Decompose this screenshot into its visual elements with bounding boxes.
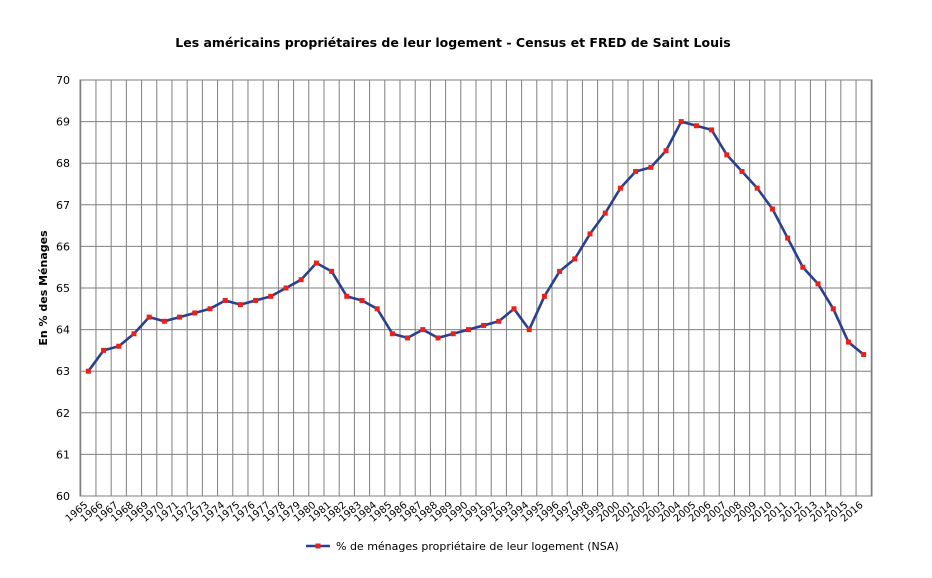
data-point <box>237 302 243 308</box>
data-point <box>192 310 198 316</box>
data-point <box>496 318 502 324</box>
data-point <box>769 206 775 212</box>
data-point <box>572 256 578 262</box>
data-point <box>785 235 791 241</box>
y-tick-label: 68 <box>56 157 70 170</box>
data-point <box>557 268 563 274</box>
data-point <box>815 281 821 287</box>
x-axis-ticks: 1965196619671968196919701971197219731974… <box>64 500 866 525</box>
data-point <box>435 335 441 341</box>
data-point <box>405 335 411 341</box>
grid <box>80 79 872 497</box>
y-tick-label: 70 <box>56 74 70 87</box>
data-point <box>633 169 639 175</box>
data-point <box>389 331 395 337</box>
series-line <box>87 120 865 372</box>
data-point <box>541 293 547 299</box>
series-group <box>85 119 867 374</box>
data-point <box>450 331 456 337</box>
y-tick-label: 63 <box>56 365 70 378</box>
data-point <box>222 297 228 303</box>
y-tick-label: 66 <box>56 240 70 253</box>
y-tick-label: 67 <box>56 199 70 212</box>
data-point <box>131 331 137 337</box>
data-point <box>602 210 608 216</box>
data-point <box>177 314 183 320</box>
data-point <box>298 277 304 283</box>
data-point <box>648 164 654 170</box>
data-point <box>374 306 380 312</box>
data-point <box>739 169 745 175</box>
data-point <box>709 127 715 133</box>
data-point <box>861 352 867 358</box>
data-point <box>161 318 167 324</box>
data-point <box>617 185 623 191</box>
y-axis-ticks: 60 61 62 63 64 65 66 67 68 69 70 <box>56 74 70 503</box>
y-tick-label: 64 <box>56 324 70 337</box>
chart-title: Les américains propriétaires de leur log… <box>175 35 731 50</box>
y-axis-label: En % des Ménages <box>37 230 50 346</box>
data-point <box>359 297 365 303</box>
y-tick-label: 69 <box>56 116 70 129</box>
legend: % de ménages propriétaire de leur logeme… <box>306 540 619 553</box>
data-point <box>724 152 730 158</box>
data-point <box>526 327 532 333</box>
data-point <box>511 306 517 312</box>
data-point <box>481 322 487 328</box>
data-point <box>830 306 836 312</box>
data-point <box>85 368 91 374</box>
plot-area-frame <box>79 79 873 497</box>
data-point <box>344 293 350 299</box>
data-point <box>845 339 851 345</box>
data-point <box>663 148 669 154</box>
data-point <box>146 314 152 320</box>
y-tick-label: 62 <box>56 407 70 420</box>
data-point <box>313 260 319 266</box>
data-point <box>465 327 471 333</box>
y-tick-label: 65 <box>56 282 70 295</box>
legend-label: % de ménages propriétaire de leur logeme… <box>336 540 619 553</box>
data-point <box>207 306 213 312</box>
data-point <box>268 293 274 299</box>
y-tick-label: 61 <box>56 448 70 461</box>
data-point <box>754 185 760 191</box>
data-point <box>693 123 699 129</box>
data-point <box>101 347 107 353</box>
data-point <box>329 268 335 274</box>
data-point <box>116 343 122 349</box>
data-point <box>253 297 259 303</box>
data-point <box>678 119 684 125</box>
data-point <box>800 264 806 270</box>
data-point <box>420 327 426 333</box>
y-tick-label: 60 <box>56 490 70 503</box>
data-point <box>587 231 593 237</box>
legend-marker-swatch <box>315 543 321 549</box>
data-point <box>283 285 289 291</box>
